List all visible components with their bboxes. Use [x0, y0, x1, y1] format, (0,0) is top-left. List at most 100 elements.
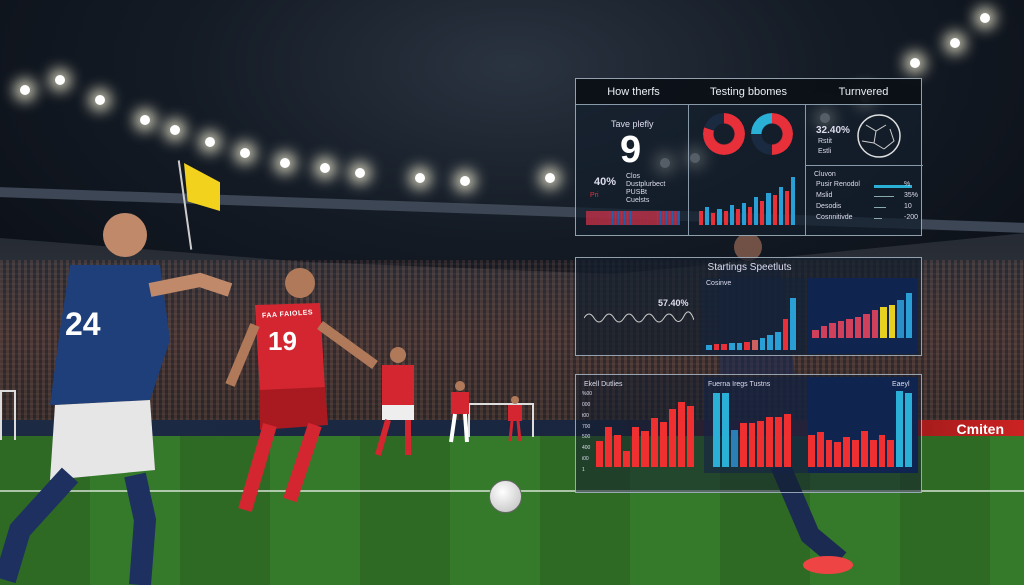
bar	[699, 211, 704, 225]
bar	[812, 330, 819, 338]
bar	[888, 305, 895, 338]
bar	[713, 343, 720, 350]
row-bar	[874, 196, 894, 197]
bar	[744, 342, 751, 350]
bar	[766, 416, 774, 467]
chart-right-label: Eaeyl	[892, 381, 910, 388]
chart-mid-label: Fuerna Iregs Tustns	[708, 381, 771, 388]
jersey-number: 24	[65, 306, 101, 342]
floodlight	[355, 168, 365, 178]
bar	[735, 209, 740, 225]
bar	[766, 193, 771, 225]
stat-label: Tave plefly	[611, 119, 654, 129]
goal-left	[0, 390, 16, 440]
floodlight	[205, 137, 215, 147]
bar	[614, 435, 622, 467]
bar	[623, 451, 631, 467]
bar	[677, 402, 685, 467]
row-bar	[874, 207, 886, 208]
row-value: 10	[904, 203, 912, 210]
bar	[711, 213, 716, 225]
y-tick: 500	[582, 434, 591, 441]
bar	[706, 345, 712, 350]
bar	[887, 439, 895, 467]
row-value: 35%	[904, 192, 919, 199]
chart-2-label: Cosinve	[706, 280, 732, 287]
y-axis-ticks: %00 000 t00 700 500 400 i00 1	[582, 391, 592, 473]
stats-panel-middle: Startings Speetluts 57.40% Cosinve	[575, 257, 922, 356]
bar	[736, 342, 743, 350]
bar	[717, 209, 722, 225]
header-1: How therfs	[607, 86, 660, 98]
right-section: 32.40% Rstit Estli Cluvon Pusir Renodol%…	[806, 105, 923, 235]
divider	[806, 165, 923, 166]
bar	[863, 313, 870, 338]
bar	[668, 408, 676, 467]
bar	[775, 416, 783, 467]
player-red-2	[375, 347, 414, 456]
bar	[729, 205, 734, 225]
bar	[825, 439, 833, 467]
chart-left-label: Ekell Dutlies	[584, 381, 623, 388]
bar	[760, 201, 765, 225]
soccer-ball-icon	[857, 114, 901, 158]
bar	[650, 417, 658, 467]
panel-title: Startings Speetluts	[707, 262, 792, 273]
legend-4: Cuelsts	[626, 197, 650, 204]
floodlight	[950, 38, 960, 48]
bar	[632, 427, 640, 467]
y-tick: 000	[582, 401, 591, 408]
big-number: 9	[620, 129, 642, 171]
bar	[820, 326, 827, 338]
bar	[834, 441, 842, 467]
bar	[739, 422, 747, 467]
bar-chart-mid	[713, 393, 792, 467]
bar	[754, 197, 759, 225]
row-label: Desodis	[816, 203, 842, 210]
left-section: Tave plefly 9 40% Pri Clos Dustplurbect …	[576, 105, 689, 235]
bar	[784, 191, 789, 225]
stats-panel-top: How therfs Testing bbomes Turnvered Tave…	[575, 78, 923, 236]
bar	[860, 430, 868, 467]
bar	[721, 393, 729, 467]
bar	[897, 299, 904, 338]
header-2: Testing bbomes	[709, 86, 788, 98]
floodlight	[55, 75, 65, 85]
stripe-bar	[586, 211, 680, 225]
bar	[852, 439, 859, 467]
bar	[808, 435, 815, 467]
bar	[757, 421, 765, 467]
soccer-ball	[489, 480, 522, 513]
bar	[784, 413, 792, 467]
floodlight	[20, 85, 30, 95]
donut-chart-2	[751, 113, 793, 155]
bar-chart-2	[706, 298, 797, 350]
bar	[721, 343, 728, 350]
line-chart	[584, 311, 694, 323]
item-1: Rstit	[818, 138, 832, 145]
bar	[759, 337, 766, 350]
bar	[641, 430, 649, 467]
bar	[729, 343, 735, 350]
bar-chart-left	[596, 401, 695, 467]
bar	[730, 430, 738, 467]
bar	[772, 195, 777, 225]
donut-chart-1	[703, 113, 745, 155]
bar	[659, 422, 667, 467]
floodlight	[460, 176, 470, 186]
bar	[778, 187, 783, 225]
floodlight	[910, 58, 920, 68]
bar	[869, 440, 877, 467]
legend-1: Clos	[626, 173, 641, 180]
bar	[775, 331, 781, 350]
floodlight	[240, 148, 250, 158]
bar	[880, 307, 887, 338]
bar	[790, 298, 797, 350]
floodlight	[280, 158, 290, 168]
item-2: Estli	[818, 148, 832, 155]
percent-stat: 57.40%	[658, 298, 689, 308]
floodlight	[320, 163, 330, 173]
floodlight	[545, 173, 555, 183]
bar-chart-3	[812, 293, 912, 338]
bar	[605, 427, 613, 467]
